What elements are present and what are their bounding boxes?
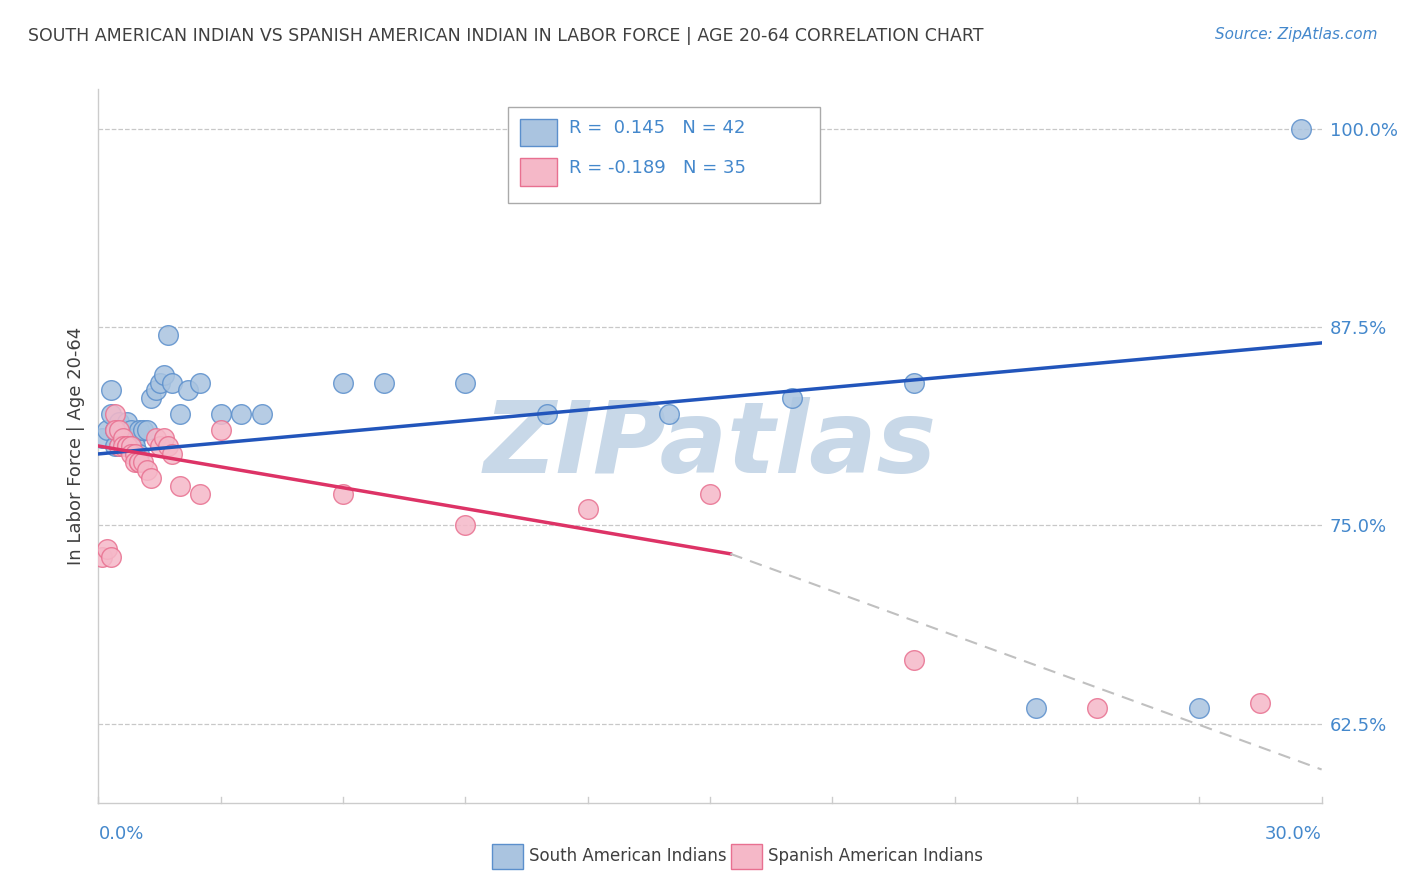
Text: R =  0.145   N = 42: R = 0.145 N = 42 xyxy=(569,120,745,137)
Point xyxy=(115,439,138,453)
Point xyxy=(128,447,150,461)
Point xyxy=(111,431,134,445)
Point xyxy=(658,407,681,421)
Point xyxy=(209,423,232,437)
Point xyxy=(108,423,131,437)
Point xyxy=(454,518,477,533)
Point xyxy=(128,455,150,469)
Point xyxy=(177,384,200,398)
Point xyxy=(124,431,146,445)
Point xyxy=(115,439,138,453)
Point xyxy=(136,423,159,437)
Point xyxy=(115,415,138,429)
Text: ZIPatlas: ZIPatlas xyxy=(484,398,936,494)
FancyBboxPatch shape xyxy=(520,159,557,186)
Point xyxy=(332,376,354,390)
Point xyxy=(132,423,155,437)
Point xyxy=(104,407,127,421)
Text: 0.0%: 0.0% xyxy=(98,825,143,843)
Point xyxy=(108,439,131,453)
Point xyxy=(152,368,174,382)
Point xyxy=(160,376,183,390)
Point xyxy=(149,376,172,390)
Point xyxy=(1085,700,1108,714)
Point xyxy=(536,407,558,421)
Text: 30.0%: 30.0% xyxy=(1265,825,1322,843)
Point xyxy=(108,439,131,453)
Text: Spanish American Indians: Spanish American Indians xyxy=(768,847,983,865)
Point xyxy=(120,439,142,453)
Point xyxy=(1188,700,1211,714)
Point xyxy=(96,542,118,557)
Point xyxy=(104,423,127,437)
Point xyxy=(111,439,134,453)
Point xyxy=(903,376,925,390)
Point xyxy=(120,447,142,461)
Point xyxy=(145,384,167,398)
Point xyxy=(100,407,122,421)
Point xyxy=(91,431,114,445)
Point xyxy=(149,439,172,453)
Point xyxy=(111,423,134,437)
Point xyxy=(1249,696,1271,710)
Point xyxy=(373,376,395,390)
Point xyxy=(209,407,232,421)
Point xyxy=(104,423,127,437)
Point xyxy=(100,384,122,398)
Point xyxy=(188,376,212,390)
Point xyxy=(1291,121,1313,136)
Point xyxy=(124,447,146,461)
FancyBboxPatch shape xyxy=(520,120,557,146)
Point xyxy=(120,439,142,453)
Point xyxy=(132,455,155,469)
Point xyxy=(231,407,253,421)
Point xyxy=(160,447,183,461)
Point xyxy=(104,439,127,453)
Point xyxy=(156,439,179,453)
Point xyxy=(111,431,134,445)
Point xyxy=(780,392,803,406)
Point xyxy=(250,407,273,421)
Point xyxy=(124,455,146,469)
Point xyxy=(699,486,721,500)
Point xyxy=(100,549,122,564)
Text: South American Indians: South American Indians xyxy=(529,847,727,865)
Point xyxy=(1025,700,1047,714)
Point xyxy=(332,486,354,500)
Point xyxy=(188,486,212,500)
Point xyxy=(141,392,163,406)
Point xyxy=(128,423,150,437)
Point xyxy=(136,463,159,477)
Point xyxy=(120,423,142,437)
Point xyxy=(128,455,150,469)
Point xyxy=(454,376,477,390)
Point xyxy=(91,549,114,564)
Point xyxy=(145,431,167,445)
Y-axis label: In Labor Force | Age 20-64: In Labor Force | Age 20-64 xyxy=(66,326,84,566)
Point xyxy=(169,407,191,421)
Text: SOUTH AMERICAN INDIAN VS SPANISH AMERICAN INDIAN IN LABOR FORCE | AGE 20-64 CORR: SOUTH AMERICAN INDIAN VS SPANISH AMERICA… xyxy=(28,27,984,45)
Point xyxy=(108,415,131,429)
Point xyxy=(115,439,138,453)
Point xyxy=(576,502,599,516)
Point xyxy=(152,431,174,445)
FancyBboxPatch shape xyxy=(508,107,820,203)
Point xyxy=(124,439,146,453)
Text: R = -0.189   N = 35: R = -0.189 N = 35 xyxy=(569,159,747,177)
Point xyxy=(141,471,163,485)
Point xyxy=(96,423,118,437)
Point xyxy=(156,328,179,343)
Point xyxy=(169,478,191,492)
Text: Source: ZipAtlas.com: Source: ZipAtlas.com xyxy=(1215,27,1378,42)
Point xyxy=(903,653,925,667)
